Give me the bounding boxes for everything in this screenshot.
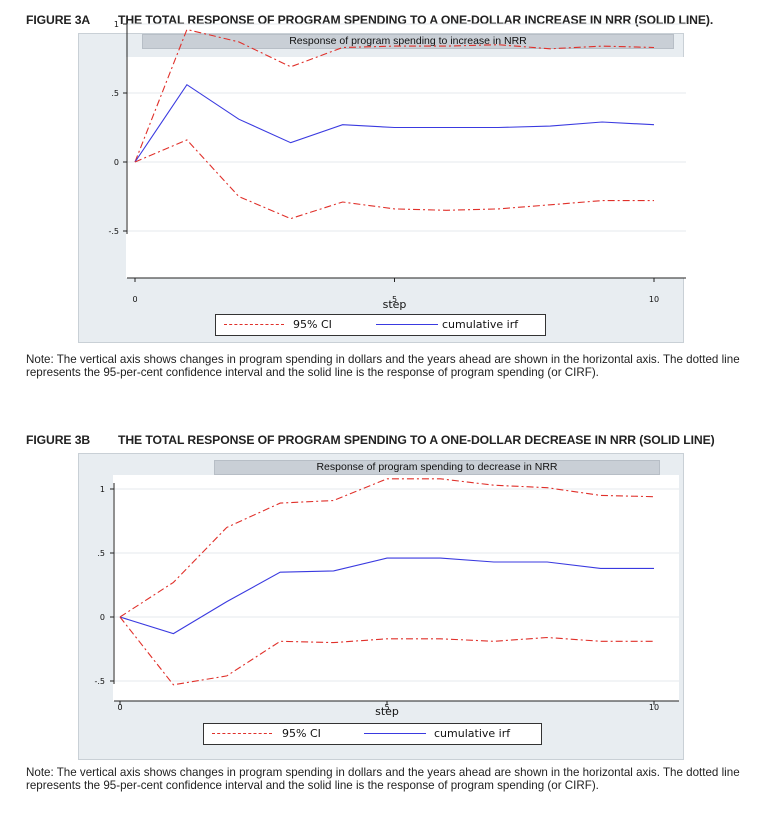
legend-3b: 95% CI cumulative irf [203,723,542,745]
legend-ci-swatch-3b [212,733,272,734]
x-axis-title-3a: step [383,298,407,311]
plot-area-3b [113,475,679,701]
x-tick-label-3a-2: 10 [649,295,659,304]
figure-3a-label: FIGURE 3A [26,13,91,27]
x-tick-label-3a-1: 5 [392,295,397,304]
legend-irf-label-3a: cumulative irf [442,318,519,331]
cirf-line-3a [134,83,655,163]
y-tick-label-3b-2: .5 [97,549,105,558]
legend-irf-label-3b: cumulative irf [434,727,511,740]
y-tick-label-3b-3: 1 [100,485,105,494]
plot-area-3a [126,57,686,278]
figure-3b-note: Note: The vertical axis shows changes in… [26,766,740,792]
legend-irf-swatch-3a [376,324,438,325]
figure-3b-title: THE TOTAL RESPONSE OF PROGRAM SPENDING T… [118,433,715,447]
chart-3b-title: Response of program spending to decrease… [214,460,660,475]
y-tick-label-3a-1: 0 [114,158,119,167]
y-tick-label-3b-1: 0 [100,613,105,622]
x-tick-label-3a-0: 0 [132,295,137,304]
ci-lower-line-3b [119,616,654,686]
x-tick-label-3b-1: 5 [384,703,389,712]
ci-upper-line-3b [119,478,655,618]
legend-ci-label-3b: 95% CI [282,727,321,740]
legend-3a: 95% CI cumulative irf [215,314,546,336]
chart-3a-title: Response of program spending to increase… [142,34,674,49]
chart-panel-3b: Response of program spending to decrease… [78,453,684,760]
cirf-line-3b [119,557,654,635]
ci-upper-line-3a [134,28,655,163]
y-tick-label-3a-2: .5 [111,89,119,98]
figure-3b-heading: FIGURE 3B THE TOTAL RESPONSE OF PROGRAM S… [26,433,715,447]
x-tick-label-3b-2: 10 [649,703,659,712]
figure-3a-note: Note: The vertical axis shows changes in… [26,353,740,379]
y-tick-label-3b-0: -.5 [94,677,105,686]
figure-3a-title: THE TOTAL RESPONSE OF PROGRAM SPENDING T… [118,13,714,27]
y-tick-label-3a-3: 1 [114,20,119,29]
ci-lower-line-3a [134,139,654,220]
x-tick-label-3b-0: 0 [117,703,122,712]
y-tick-label-3a-0: -.5 [108,227,119,236]
figure-3a-heading: FIGURE 3A THE TOTAL RESPONSE OF PROGRAM S… [26,13,713,27]
chart-panel-3a: Response of program spending to increase… [78,18,686,343]
legend-ci-swatch-3a [224,324,284,325]
legend-irf-swatch-3b [364,733,426,734]
legend-ci-label-3a: 95% CI [293,318,332,331]
figure-3b-label: FIGURE 3B [26,433,91,447]
x-axis-title-3b: step [375,705,399,718]
